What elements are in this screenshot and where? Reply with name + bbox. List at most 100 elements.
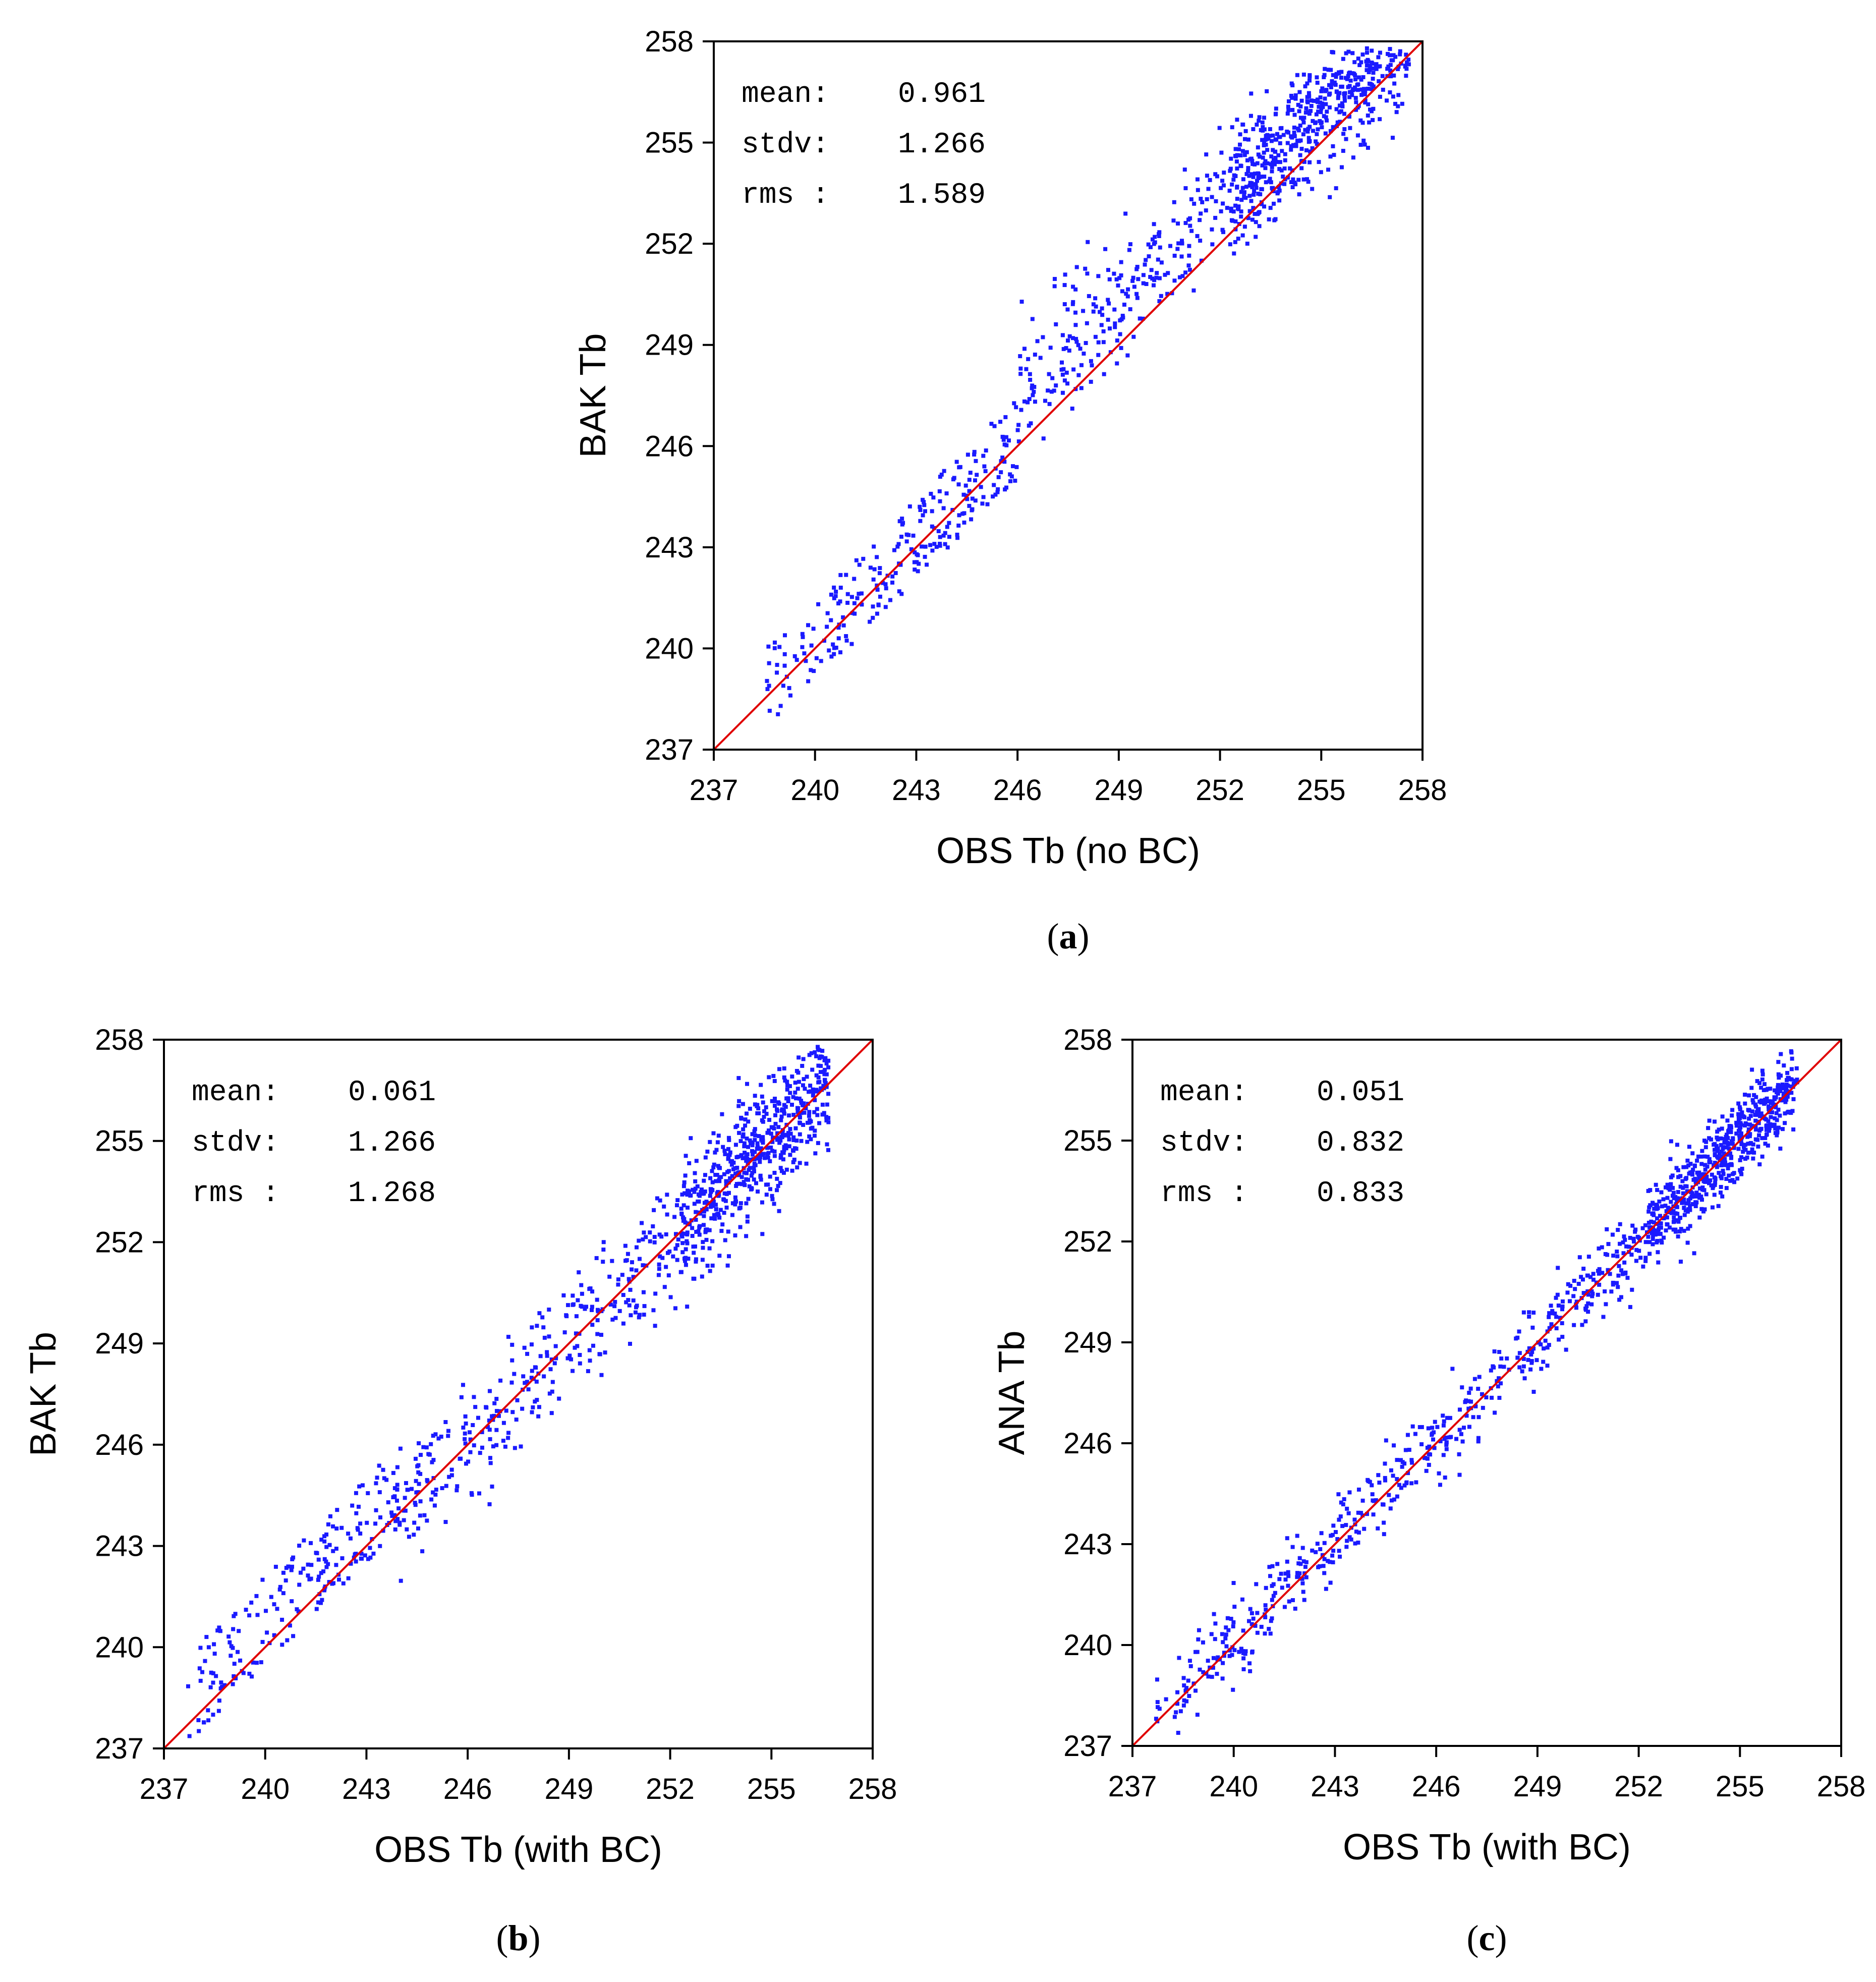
scatter-point-c xyxy=(1685,1158,1690,1163)
scatter-point-b xyxy=(430,1460,434,1464)
scatter-point-c xyxy=(1651,1236,1655,1241)
scatter-point-b xyxy=(694,1230,699,1234)
scatter-point-a xyxy=(841,615,845,619)
scatter-point-b xyxy=(413,1456,418,1461)
scatter-point-b xyxy=(289,1568,294,1572)
scatter-point-b xyxy=(723,1238,727,1242)
scatter-point-c xyxy=(1322,1571,1327,1575)
scatter-point-a xyxy=(1335,120,1340,125)
scatter-point-b xyxy=(788,1091,792,1095)
scatter-point-b xyxy=(816,1045,820,1049)
scatter-point-b xyxy=(216,1709,221,1713)
scatter-point-b xyxy=(509,1380,514,1385)
scatter-point-c xyxy=(1431,1437,1436,1442)
scatter-point-c xyxy=(1333,1530,1338,1535)
scatter-point-b xyxy=(800,1063,805,1068)
scatter-point-c xyxy=(1560,1321,1564,1326)
scatter-point-b xyxy=(653,1291,658,1296)
scatter-point-a xyxy=(1242,153,1247,157)
scatter-point-c xyxy=(1675,1205,1679,1209)
scatter-point-c xyxy=(1304,1575,1309,1579)
scatter-point-c xyxy=(1221,1640,1225,1645)
scatter-point-b xyxy=(302,1538,306,1543)
scatter-point-c xyxy=(1652,1220,1656,1225)
scatter-point-c xyxy=(1290,1545,1295,1549)
scatter-point-a xyxy=(1352,72,1356,76)
scatter-point-b xyxy=(728,1176,732,1180)
scatter-point-c xyxy=(1630,1223,1635,1228)
scatter-point-b xyxy=(777,1141,782,1145)
scatter-point-b xyxy=(782,1148,786,1152)
scatter-point-a xyxy=(1273,137,1278,142)
scatter-point-b xyxy=(814,1054,819,1058)
scatter-point-c xyxy=(1793,1079,1797,1083)
scatter-point-a xyxy=(1370,48,1374,53)
scatter-point-b xyxy=(523,1381,527,1385)
scatter-point-c xyxy=(1255,1630,1260,1635)
scatter-point-c xyxy=(1626,1244,1631,1249)
scatter-point-c xyxy=(1560,1299,1565,1304)
scatter-point-c xyxy=(1766,1143,1770,1148)
scatter-point-b xyxy=(254,1594,259,1598)
scatter-point-a xyxy=(962,511,967,516)
scatter-point-a xyxy=(783,633,787,638)
scatter-point-c xyxy=(1651,1233,1655,1237)
scatter-point-a xyxy=(1172,253,1177,258)
scatter-point-c xyxy=(1585,1273,1590,1278)
scatter-point-c xyxy=(1778,1088,1782,1092)
scatter-point-a xyxy=(1107,301,1111,306)
scatter-point-b xyxy=(783,1079,787,1083)
scatter-point-b xyxy=(809,1137,813,1142)
scatter-point-a xyxy=(1067,334,1072,338)
scatter-point-c xyxy=(1366,1478,1370,1482)
scatter-point-c xyxy=(1529,1352,1533,1357)
scatter-point-c xyxy=(1668,1157,1673,1161)
scatter-point-b xyxy=(487,1428,492,1432)
stat-mean-label-a: mean: xyxy=(742,78,829,111)
scatter-point-a xyxy=(1305,129,1310,134)
scatter-point-a xyxy=(1257,224,1262,229)
scatter-point-b xyxy=(390,1514,394,1518)
scatter-point-b xyxy=(232,1674,236,1678)
scatter-point-b xyxy=(772,1202,776,1206)
scatter-point-a xyxy=(1289,144,1293,148)
scatter-point-a xyxy=(984,448,988,453)
scatter-point-b xyxy=(750,1170,755,1175)
scatter-point-b xyxy=(561,1293,566,1297)
scatter-point-b xyxy=(651,1308,656,1313)
scatter-point-c xyxy=(1227,1648,1232,1653)
scatter-point-a xyxy=(1285,111,1290,116)
scatter-point-a xyxy=(1241,123,1245,127)
scatter-point-c xyxy=(1719,1149,1724,1154)
scatter-point-b xyxy=(776,1100,780,1105)
scatter-point-a xyxy=(1238,142,1242,147)
scatter-point-c xyxy=(1328,1580,1333,1585)
scatter-point-b xyxy=(728,1150,732,1155)
scatter-point-a xyxy=(800,632,805,636)
scatter-point-c xyxy=(1759,1126,1764,1131)
scatter-point-b xyxy=(623,1259,628,1263)
scatter-point-c xyxy=(1773,1116,1777,1120)
scatter-point-a xyxy=(1086,240,1090,244)
scatter-point-b xyxy=(599,1373,604,1377)
scatter-point-c xyxy=(1679,1227,1683,1231)
scatter-point-b xyxy=(798,1161,802,1165)
scatter-point-b xyxy=(486,1425,490,1429)
scatter-point-a xyxy=(1210,242,1215,247)
scatter-point-a xyxy=(1396,93,1401,97)
scatter-point-a xyxy=(1114,277,1119,281)
scatter-point-c xyxy=(1603,1289,1607,1293)
scatter-point-a xyxy=(1006,438,1011,443)
scatter-point-b xyxy=(759,1177,763,1182)
scatter-point-a xyxy=(1273,149,1278,154)
scatter-point-c xyxy=(1444,1443,1449,1447)
scatter-point-a xyxy=(1254,186,1259,190)
scatter-point-c xyxy=(1780,1127,1785,1131)
scatter-point-b xyxy=(480,1445,484,1450)
scatter-point-c xyxy=(1702,1188,1707,1193)
scatter-point-a xyxy=(916,569,920,574)
scatter-point-b xyxy=(384,1478,389,1482)
scatter-point-a xyxy=(849,595,854,599)
scatter-point-a xyxy=(1172,200,1176,204)
scatter-point-b xyxy=(770,1099,774,1103)
